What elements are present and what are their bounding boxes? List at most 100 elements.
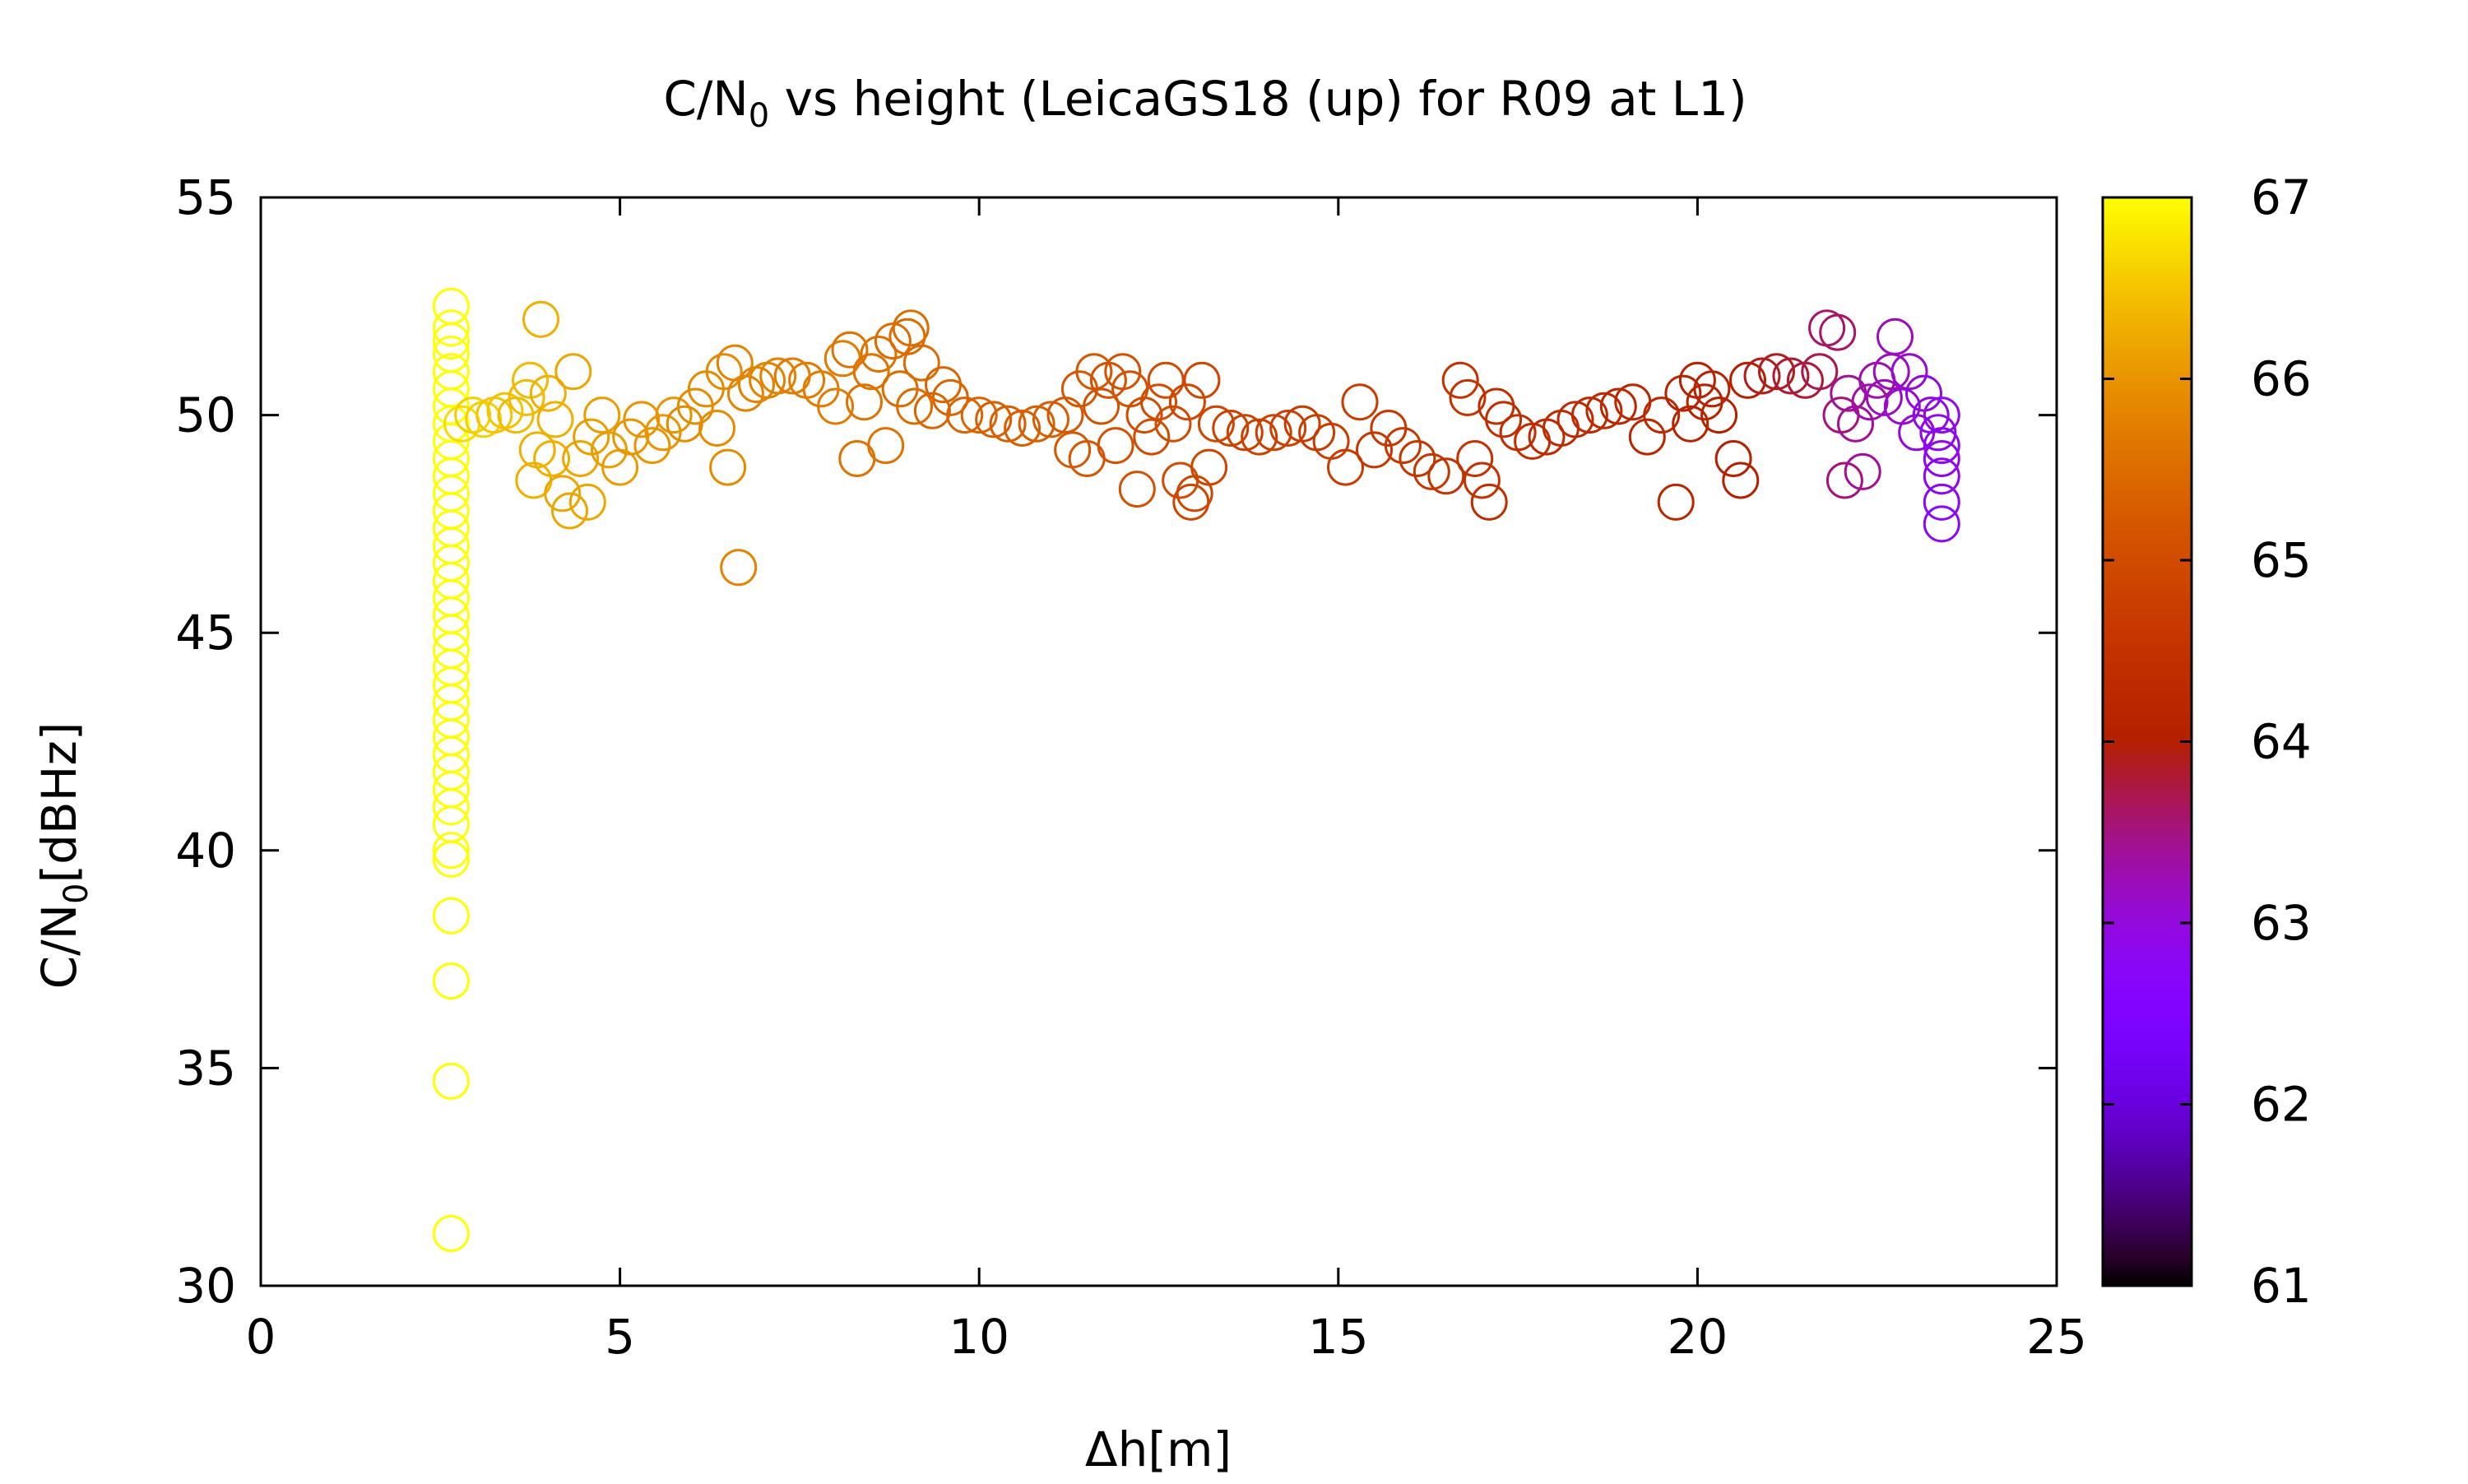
data-point: [1825, 461, 1863, 499]
colorbar-tick-label: 64: [2251, 714, 2312, 770]
data-point: [1923, 440, 1960, 477]
colorbar-tick-label: 63: [2251, 895, 2312, 951]
chart-title-pre: C/N: [663, 71, 748, 127]
data-point: [1140, 383, 1177, 421]
data-point: [562, 440, 600, 477]
y-axis-title-pre: C/N: [31, 904, 87, 989]
colorbar: 61 62 63 64 65 66 67: [2101, 169, 2312, 1314]
data-point: [817, 387, 855, 425]
data-point: [1032, 401, 1069, 438]
data-point: [705, 353, 743, 391]
data-point: [1018, 405, 1055, 443]
data-point: [508, 378, 545, 416]
data-point: [1463, 461, 1501, 499]
y-tick-label: 50: [175, 387, 236, 443]
data-point: [1118, 471, 1156, 508]
data-point: [432, 832, 470, 870]
data-point: [432, 309, 470, 347]
data-point: [497, 397, 535, 434]
data-point: [1097, 427, 1134, 465]
colorbar-tick-label: 66: [2251, 351, 2312, 407]
data-point: [1865, 378, 1903, 416]
data-point: [1004, 410, 1041, 447]
data-point: [529, 374, 567, 412]
data-point: [892, 309, 930, 347]
data-point: [867, 427, 905, 465]
x-tick-label: 15: [1308, 1309, 1369, 1365]
data-point: [1819, 313, 1857, 351]
data-point: [852, 353, 890, 391]
data-point: [1456, 440, 1494, 477]
data-point: [1083, 387, 1120, 425]
y-tick-label: 35: [175, 1040, 236, 1096]
data-point: [960, 397, 998, 434]
data-point: [1125, 397, 1163, 434]
data-point: [896, 387, 934, 425]
data-point: [1197, 405, 1235, 443]
data-point: [846, 383, 883, 421]
data-point: [568, 483, 606, 521]
data-point: [1133, 418, 1171, 456]
data-point: [1923, 397, 1960, 434]
data-point: [1183, 361, 1221, 399]
x-tick-label: 25: [2026, 1309, 2087, 1365]
data-point: [1801, 353, 1839, 391]
data-point: [1693, 370, 1731, 408]
data-point: [1758, 353, 1795, 391]
data-point: [666, 405, 703, 443]
plot-frame: [259, 196, 2058, 1287]
data-point: [1672, 405, 1710, 443]
data-point: [860, 336, 898, 373]
data-point: [1212, 410, 1250, 447]
data-point: [1585, 392, 1623, 429]
data-point: [1104, 353, 1142, 391]
y-axis-title: C/N0[dBHz]: [31, 722, 95, 990]
y-axis-title-subscript: 0: [58, 883, 95, 904]
data-point: [655, 397, 693, 434]
data-point: [989, 405, 1027, 443]
data-point: [1441, 361, 1479, 399]
colorbar-gradient: [2103, 197, 2192, 1286]
y-tick-label: 45: [175, 605, 236, 661]
data-point: [1919, 414, 1957, 452]
colorbar-tick-label: 65: [2251, 532, 2312, 588]
data-point: [975, 401, 1013, 438]
data-point: [726, 374, 764, 412]
data-point: [1657, 483, 1695, 521]
data-point: [831, 331, 869, 369]
data-point: [1714, 440, 1752, 477]
y-tick-label: 30: [175, 1258, 236, 1314]
data-point: [1255, 414, 1292, 452]
data-point: [709, 448, 747, 486]
x-tick-label: 10: [949, 1309, 1009, 1365]
y-tick-label: 40: [175, 823, 236, 879]
data-point: [612, 418, 650, 456]
plot-area: [432, 287, 1960, 1252]
data-point: [1147, 361, 1185, 399]
data-point: [432, 788, 470, 826]
data-point: [1399, 440, 1436, 477]
data-point: [1341, 383, 1379, 421]
chart-title-subscript: 0: [749, 97, 769, 135]
data-point: [432, 897, 470, 934]
data-point: [554, 353, 592, 391]
data-point: [1241, 418, 1278, 456]
data-point: [1327, 448, 1364, 486]
data-point: [1923, 457, 1960, 495]
data-point: [1190, 448, 1228, 486]
data-point: [551, 492, 588, 530]
data-point: [1168, 383, 1206, 421]
data-point: [1743, 357, 1781, 395]
data-point: [432, 1215, 470, 1252]
data-point: [432, 840, 470, 878]
data-point: [1722, 461, 1760, 499]
data-point: [1643, 397, 1681, 434]
data-point: [1844, 452, 1881, 490]
colorbar-tick-label: 61: [2251, 1258, 2312, 1314]
chart-title-post: vs height (LeicaGS18 (up) for R09 at L1): [769, 71, 1747, 127]
data-point: [533, 440, 571, 477]
x-tick-label: 5: [605, 1309, 635, 1365]
data-point: [591, 431, 628, 469]
data-point: [1485, 401, 1523, 438]
